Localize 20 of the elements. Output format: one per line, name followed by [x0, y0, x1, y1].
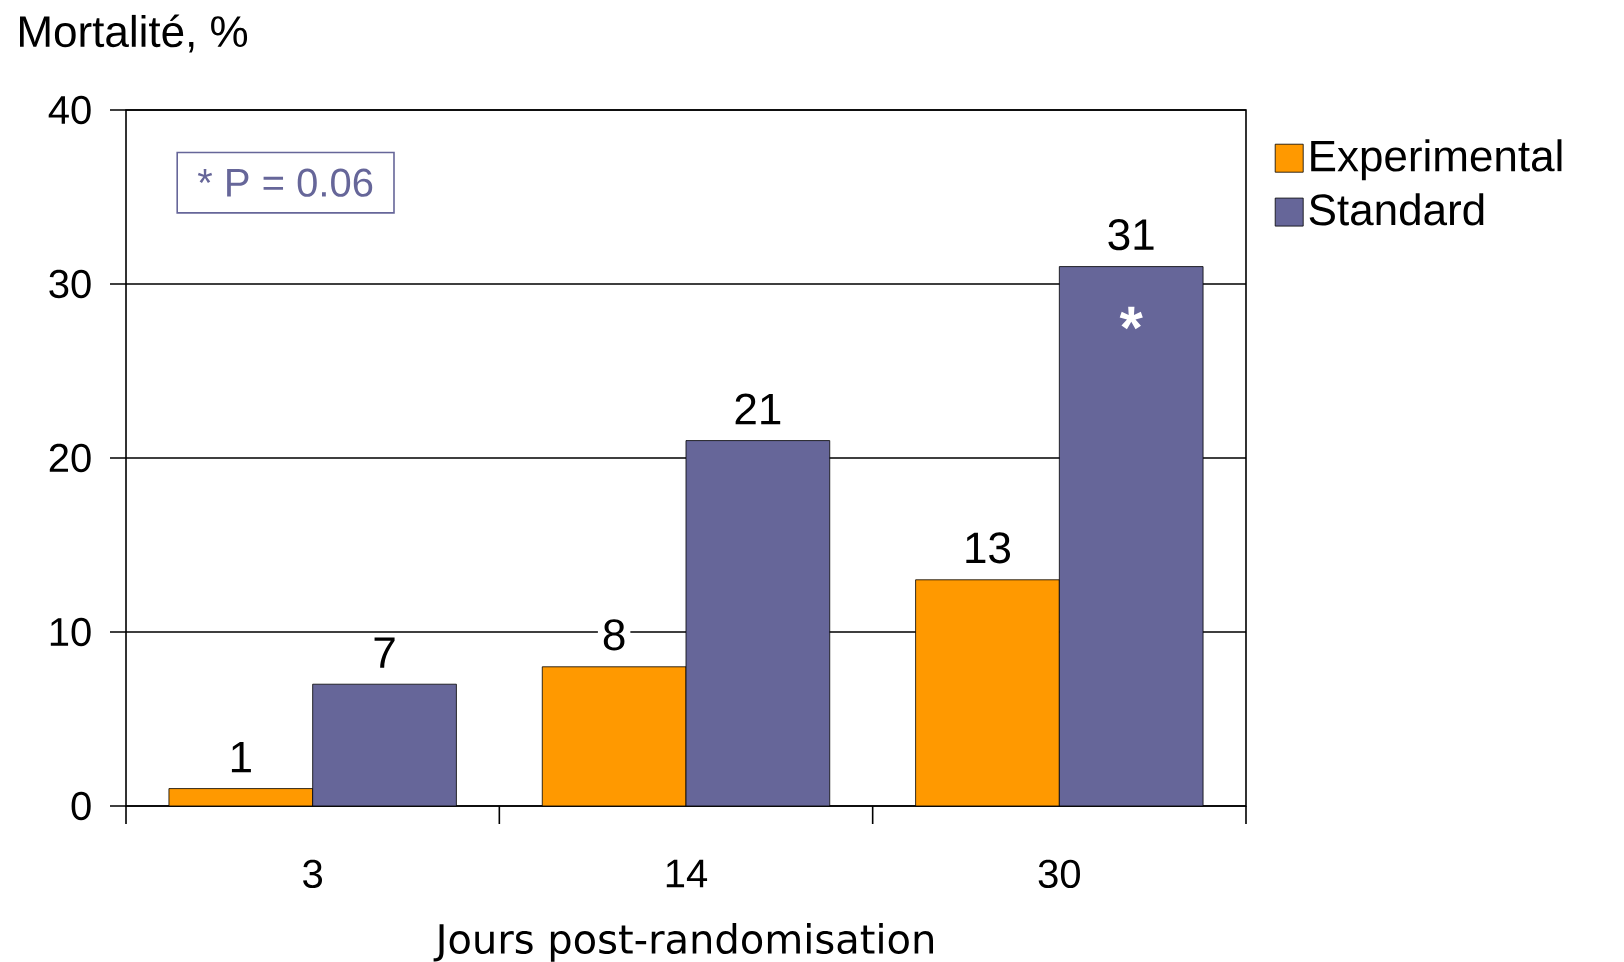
x-axis-title: Jours post-randomisation — [433, 923, 933, 962]
annotation: * P = 0.06 — [197, 168, 373, 197]
y-tick-label: 0 — [71, 791, 91, 821]
legend-label: Experimental — [1311, 139, 1562, 181]
data-label: 21 — [735, 393, 781, 425]
x-tick-label: 30 — [1038, 859, 1080, 889]
y-tick-label: 20 — [49, 443, 91, 473]
x-tick-label: 3 — [303, 859, 323, 889]
y-axis-title: Mortalité, % — [20, 14, 248, 53]
y-tick-label: 30 — [49, 269, 91, 299]
x-tick-label: 14 — [666, 859, 708, 888]
y-tick-label: 10 — [50, 617, 91, 647]
data-label: 8 — [603, 619, 625, 651]
data-label: 1 — [231, 741, 251, 773]
y-tick-label: 40 — [48, 95, 91, 125]
data-label: 31 — [1108, 219, 1154, 251]
legend-label: Standard — [1309, 193, 1484, 226]
data-label: 7 — [374, 637, 395, 668]
data-label: 13 — [966, 532, 1011, 564]
annotation: * — [1119, 306, 1143, 330]
